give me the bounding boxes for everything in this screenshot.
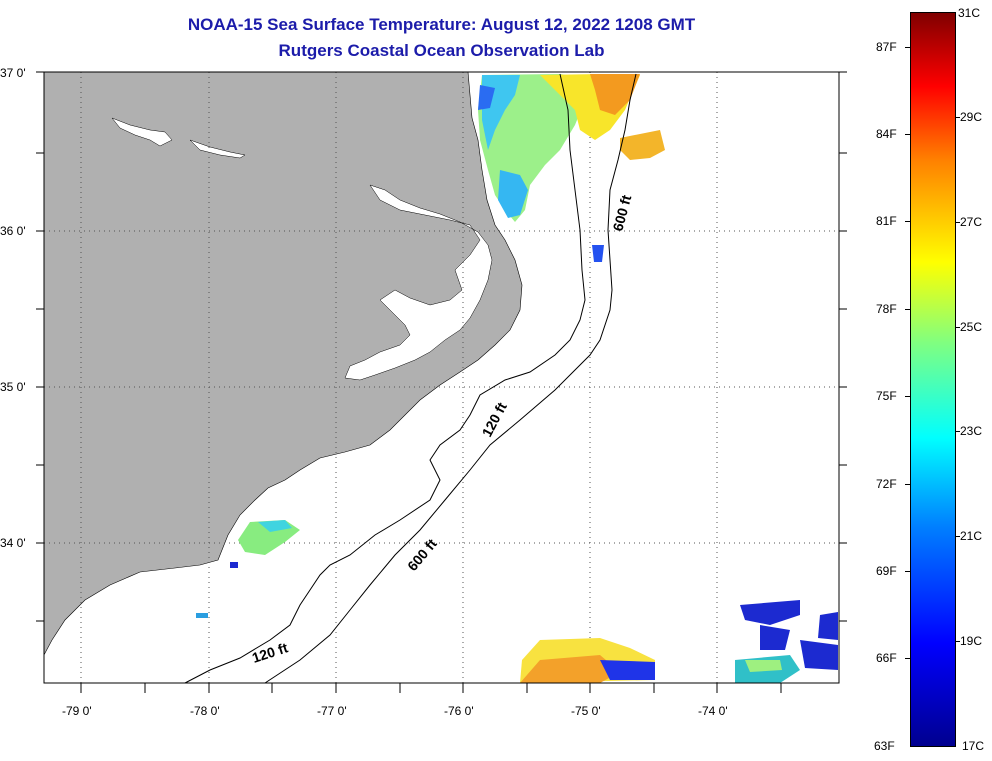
colorbar-label-78f: 78F [876, 302, 897, 316]
colorbar-label-81f: 81F [876, 214, 897, 228]
map-frame [43, 71, 840, 684]
grid [44, 72, 839, 683]
lon-label-74: -74 0' [698, 704, 728, 718]
colorbar-label-72f: 72F [876, 477, 897, 491]
colorbar-label-69f: 69F [876, 564, 897, 578]
land-area [43, 71, 523, 656]
colorbar-label-23c: 23C [960, 424, 983, 438]
estuary [344, 184, 493, 381]
colorbar-label-66f: 66F [876, 651, 897, 665]
lat-label-35: 35 0' [0, 380, 26, 394]
colorbar-label-75f: 75F [876, 389, 897, 403]
lon-label-76: -76 0' [444, 704, 474, 718]
colorbar-label-27c: 27C [960, 215, 983, 229]
colorbar-label-17c: 17C [962, 739, 985, 753]
colorbar-label-63f: 63F [874, 739, 895, 753]
colorbar-label-29c: 29C [960, 110, 983, 124]
estuary-3 [189, 139, 246, 159]
lon-label-75: -75 0' [571, 704, 601, 718]
lat-label-34: 34 0' [0, 536, 26, 550]
lat-label-37: 37 0' [0, 66, 26, 80]
axis-ticks [36, 71, 847, 693]
lon-label-78: -78 0' [190, 704, 220, 718]
lat-label-36: 36 0' [0, 224, 26, 238]
colorbar-label-84f: 84F [876, 127, 897, 141]
lon-label-79: -79 0' [62, 704, 92, 718]
lon-label-77: -77 0' [317, 704, 347, 718]
estuary-2 [111, 117, 173, 147]
map-subtitle: Rutgers Coastal Ocean Observation Lab [278, 41, 605, 60]
colorbar-label-31c: 31C [958, 6, 981, 20]
colorbar-label-19c: 19C [960, 634, 983, 648]
depth-contours [184, 73, 637, 684]
contour-120ft [184, 73, 586, 684]
temperature-colorbar [910, 12, 956, 747]
contour-600ft [264, 73, 637, 684]
colorbar-label-25c: 25C [960, 320, 983, 334]
map-title: NOAA-15 Sea Surface Temperature: August … [187, 15, 696, 34]
colorbar-label-21c: 21C [960, 529, 983, 543]
colorbar-label-87f: 87F [876, 40, 897, 54]
sst-data [196, 74, 838, 683]
